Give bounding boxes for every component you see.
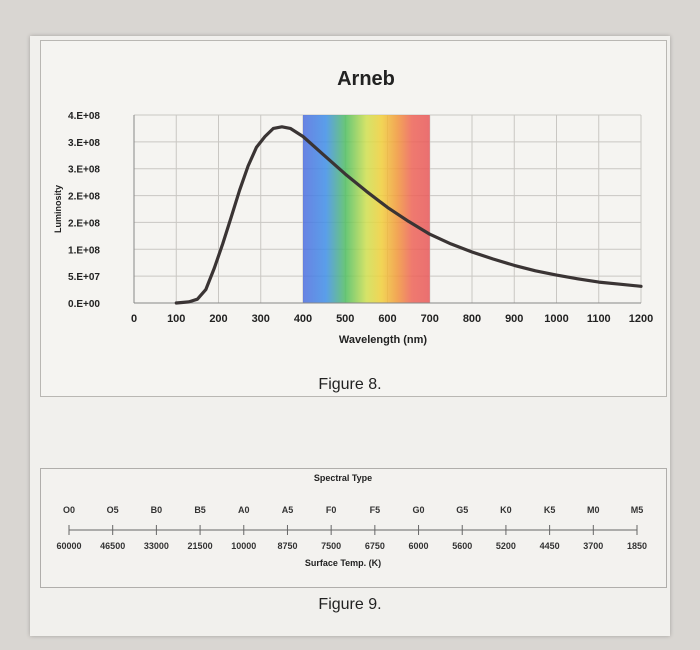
surface-temp-value: 1850 xyxy=(627,541,647,551)
luminosity-curve xyxy=(174,125,643,305)
y-axis-label: Luminosity xyxy=(53,185,63,233)
x-tick-label: 1100 xyxy=(587,313,611,325)
y-tick-label: 2.E+08 xyxy=(68,218,100,229)
y-tick-label: 3.E+08 xyxy=(68,165,100,176)
spectral-type-label: B0 xyxy=(151,505,163,515)
figure-8-caption: Figure 8. xyxy=(318,376,382,393)
surface-temp-value: 8750 xyxy=(277,541,297,551)
x-tick-label: 1000 xyxy=(544,313,568,325)
chart-title: Arneb xyxy=(337,68,395,90)
spectral-type-label: K5 xyxy=(544,505,556,515)
surface-temp-value: 6000 xyxy=(409,541,429,551)
y-tick-label: 4.E+08 xyxy=(68,111,100,122)
spectral-type-scale: Spectral Type O0 60000 O5 46500 B0 33000 B5 215… xyxy=(40,468,667,588)
x-tick-label: 0 xyxy=(131,313,137,325)
spectral-type-label: M0 xyxy=(587,505,600,515)
x-tick-label: 700 xyxy=(421,313,439,325)
chart-frame: Arneb Wavelength (nm) Luminosity 0 100 200… xyxy=(40,40,667,397)
spectral-type-label: G0 xyxy=(413,505,425,515)
surface-temp-value: 7500 xyxy=(321,541,341,551)
x-tick-label: 400 xyxy=(294,313,312,325)
spectral-type-title: Spectral Type xyxy=(314,473,372,483)
x-tick-label: 200 xyxy=(209,313,227,325)
spectral-type-label: F0 xyxy=(326,505,337,515)
surface-temp-label: Surface Temp. (K) xyxy=(305,558,381,568)
spectral-type-label: O5 xyxy=(107,505,119,515)
x-tick-label: 1200 xyxy=(629,313,653,325)
x-tick-label: 300 xyxy=(252,313,270,325)
spectral-type-label: A5 xyxy=(282,505,294,515)
surface-temp-value: 3700 xyxy=(583,541,603,551)
x-tick-label: 600 xyxy=(378,313,396,325)
surface-temp-value: 6750 xyxy=(365,541,385,551)
surface-temp-value: 4450 xyxy=(540,541,560,551)
surface-temp-value: 46500 xyxy=(100,541,125,551)
x-tick-label: 800 xyxy=(463,313,481,325)
figure-9-caption: Figure 9. xyxy=(318,596,382,613)
surface-temp-value: 10000 xyxy=(231,541,256,551)
spectral-type-label: F5 xyxy=(370,505,381,515)
luminosity-chart: Arneb Wavelength (nm) Luminosity 0 100 200… xyxy=(53,68,653,346)
spectral-type-label: M5 xyxy=(631,505,644,515)
surface-temp-value: 5200 xyxy=(496,541,516,551)
spectral-type-label: B5 xyxy=(194,505,206,515)
spectral-type-label: A0 xyxy=(238,505,250,515)
surface-temp-value: 5600 xyxy=(452,541,472,551)
x-tick-label: 100 xyxy=(167,313,185,325)
y-tick-label: 3.E+08 xyxy=(68,138,100,149)
visible-spectrum-band xyxy=(303,115,430,303)
spectral-type-label: K0 xyxy=(500,505,512,515)
surface-temp-value: 21500 xyxy=(188,541,213,551)
x-axis-label: Wavelength (nm) xyxy=(339,334,428,346)
y-tick-label: 0.E+00 xyxy=(68,299,100,310)
spectral-type-label: G5 xyxy=(456,505,468,515)
y-tick-label: 5.E+07 xyxy=(68,272,100,283)
surface-temp-value: 60000 xyxy=(56,541,81,551)
x-tick-label: 900 xyxy=(505,313,523,325)
spectral-scale-graphic: Spectral Type O0 60000 O5 46500 B0 33000 B5 215… xyxy=(56,473,647,568)
x-tick-label: 500 xyxy=(336,313,354,325)
y-tick-label: 1.E+08 xyxy=(68,245,100,256)
surface-temp-value: 33000 xyxy=(144,541,169,551)
y-tick-label: 2.E+08 xyxy=(68,192,100,203)
document-sheet: Arneb Wavelength (nm) Luminosity 0 100 200… xyxy=(30,36,670,636)
spectral-type-label: O0 xyxy=(63,505,75,515)
